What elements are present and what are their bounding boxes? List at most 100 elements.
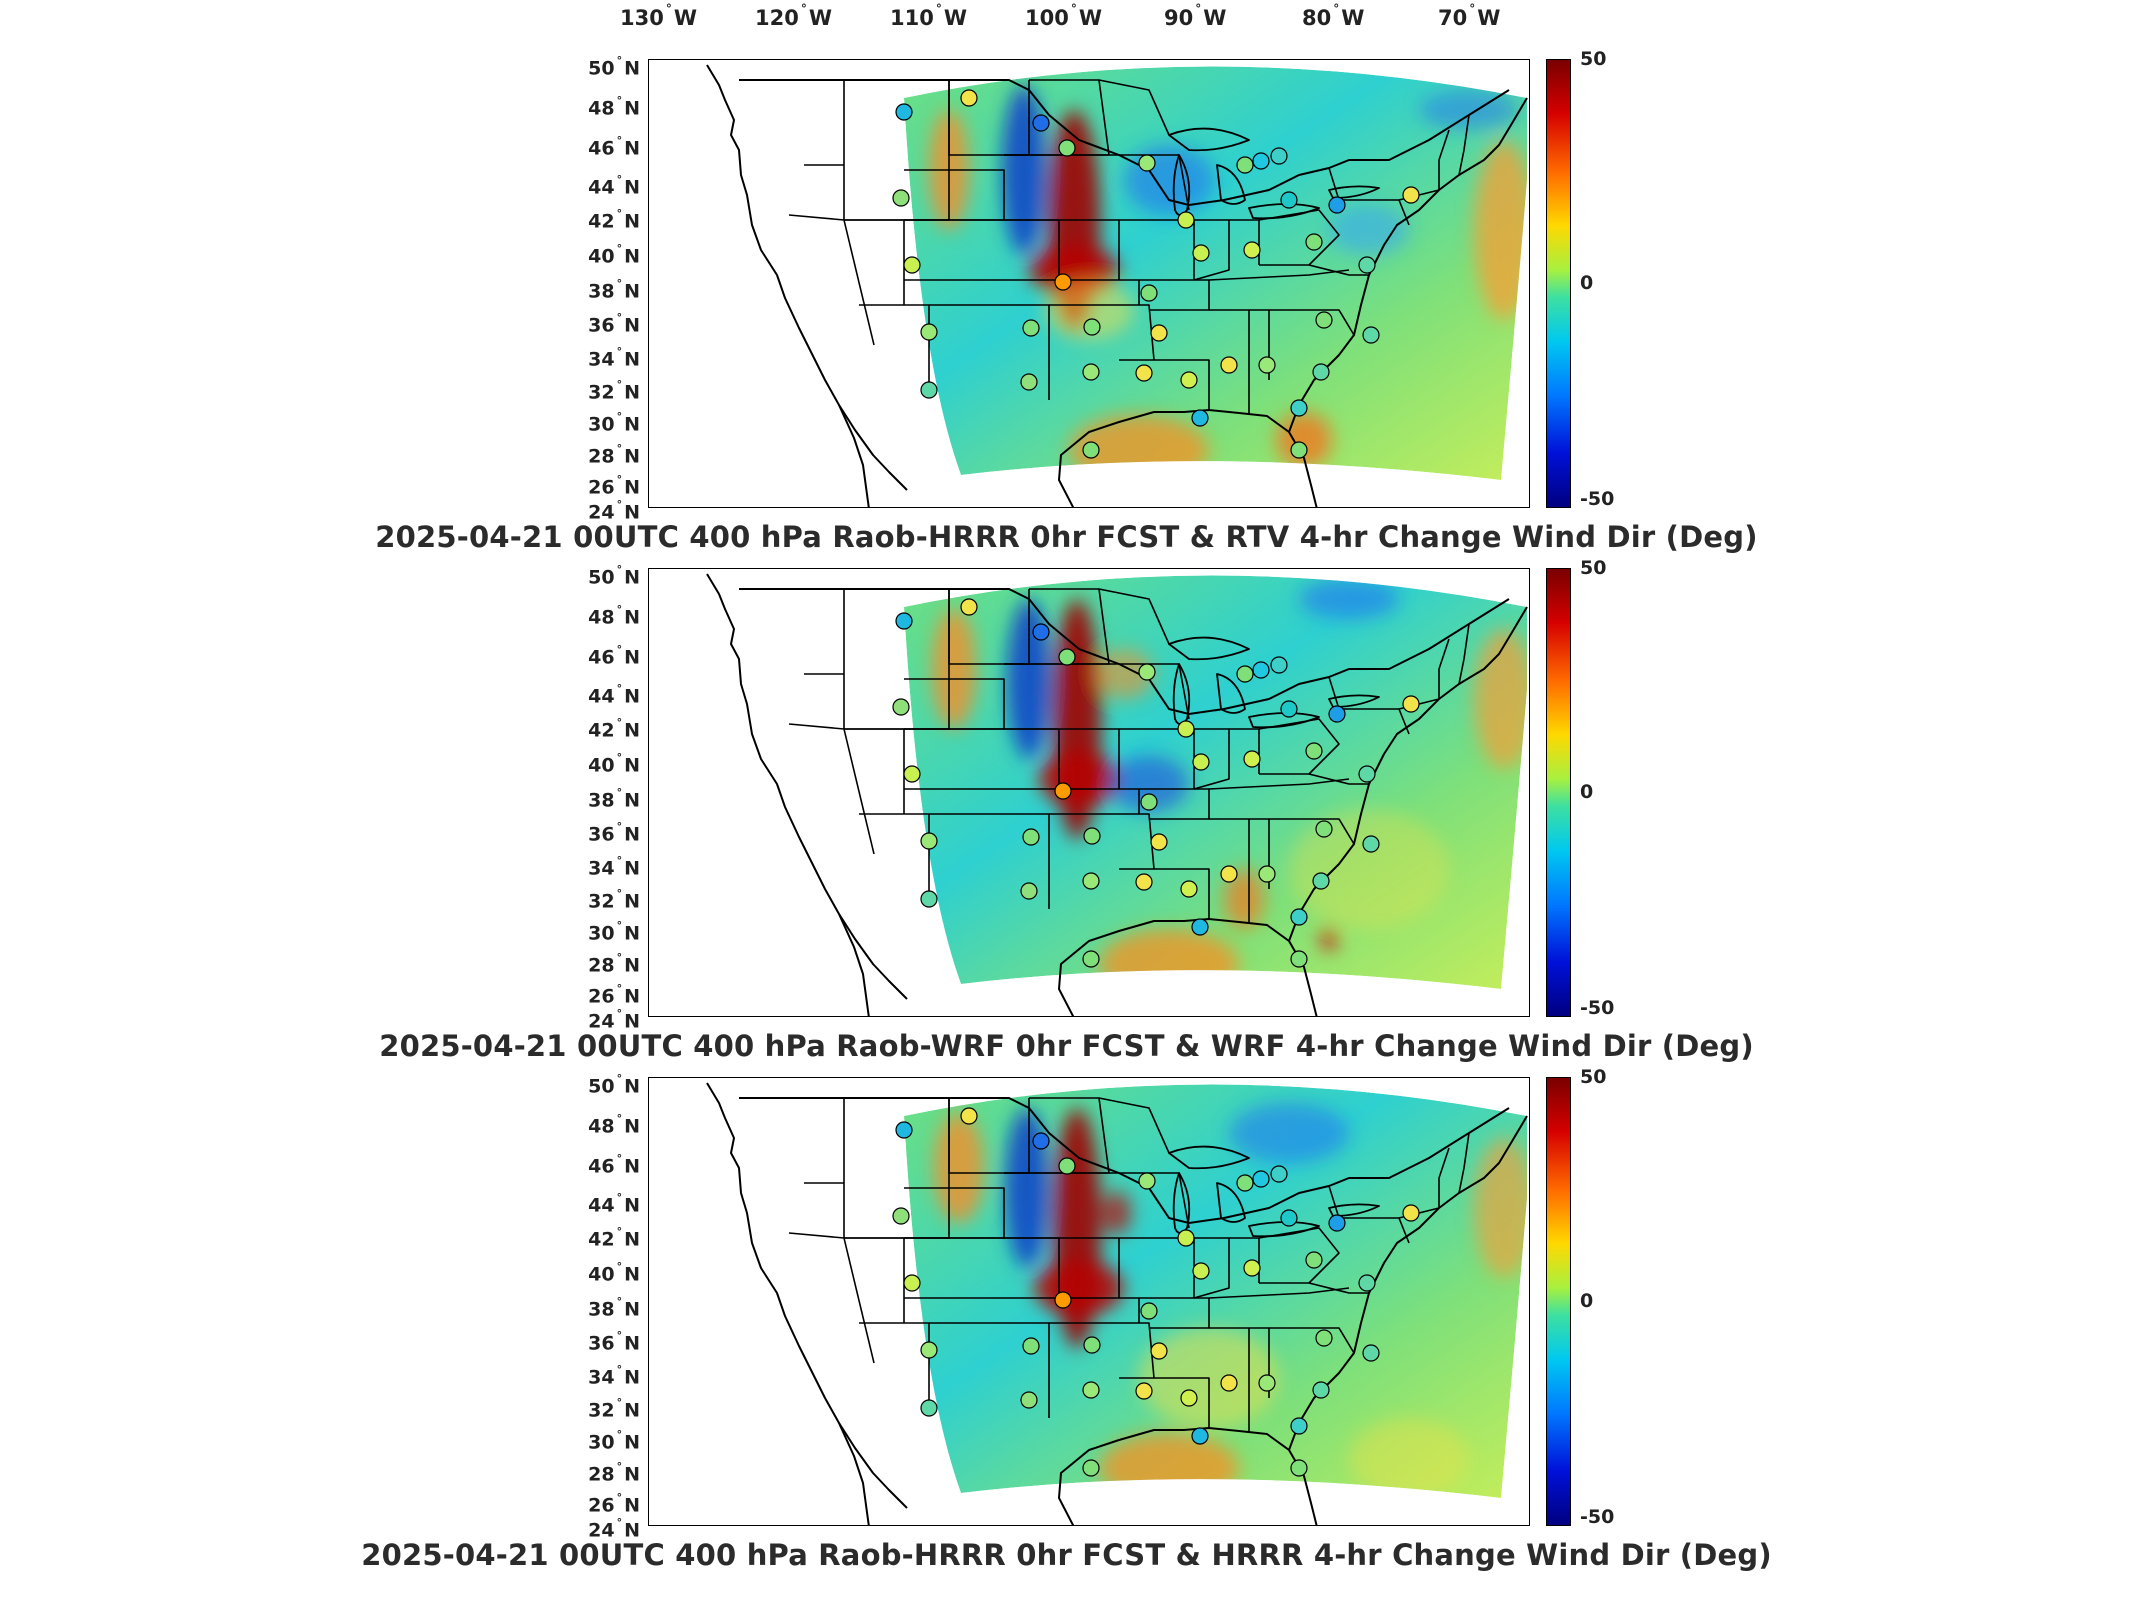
latitude-label: 42 ° N <box>560 1225 640 1249</box>
conus-map <box>706 573 1528 1016</box>
raob-station-marker <box>1192 244 1210 262</box>
latitude-degree: 38 <box>588 1298 615 1321</box>
latitude-label: 50 ° N <box>560 1072 640 1096</box>
latitude-degree: 26 <box>588 1494 615 1517</box>
degree-symbol: ° <box>616 442 623 455</box>
raob-station-marker <box>1280 700 1298 718</box>
longitude-degree: 70 <box>1438 6 1468 30</box>
raob-station-marker <box>1082 950 1100 968</box>
map-panel-1: 50 ° N 48 ° N 46 ° N 44 ° N 42 ° N 40 ° N 38 ° N 36 ° N 34 ° N 32 ° N… <box>0 48 2133 568</box>
latitude-label: 36 ° N <box>560 820 640 844</box>
raob-station-marker <box>1054 1291 1072 1309</box>
raob-station-marker <box>1032 1132 1050 1150</box>
latitude-direction: N <box>624 646 640 669</box>
latitude-degree: 28 <box>588 1463 615 1486</box>
map-frame <box>648 1077 1530 1526</box>
latitude-label: 50 ° N <box>560 563 640 587</box>
raob-station-marker <box>892 698 910 716</box>
latitude-label: 30 ° N <box>560 1428 640 1452</box>
raob-station-marker <box>1082 441 1100 459</box>
latitude-direction: N <box>624 314 640 337</box>
raob-station-marker <box>1058 139 1076 157</box>
raob-station-marker <box>1362 835 1380 853</box>
latitude-label: 42 ° N <box>560 207 640 231</box>
raob-station-marker <box>1358 765 1376 783</box>
raob-station-marker <box>1312 1381 1330 1399</box>
degree-symbol: ° <box>1195 2 1202 16</box>
latitude-label: 32 ° N <box>560 887 640 911</box>
latitude-degree: 36 <box>588 823 615 846</box>
latitude-direction: N <box>624 685 640 708</box>
longitude-degree: 130 <box>620 6 664 30</box>
raob-station-marker <box>1305 233 1323 251</box>
latitude-degree: 50 <box>588 566 615 589</box>
latitude-degree: 24 <box>588 1010 615 1033</box>
latitude-direction: N <box>624 97 640 120</box>
latitude-label: 36 ° N <box>560 1329 640 1353</box>
raob-station-marker <box>1252 152 1270 170</box>
latitude-label: 44 ° N <box>560 173 640 197</box>
latitude-label: 24 ° N <box>560 1516 640 1540</box>
latitude-label: 38 ° N <box>560 1295 640 1319</box>
colorbar-min-label: -50 <box>1580 1506 1615 1528</box>
colorbar-mid-label: 0 <box>1580 1290 1594 1312</box>
raob-station-marker <box>960 89 978 107</box>
degree-symbol: ° <box>616 473 623 486</box>
raob-station-marker <box>1328 705 1346 723</box>
raob-station-marker <box>1140 793 1158 811</box>
latitude-label: 34 ° N <box>560 345 640 369</box>
latitude-direction: N <box>624 1366 640 1389</box>
latitude-degree: 46 <box>588 137 615 160</box>
latitude-label: 48 ° N <box>560 94 640 118</box>
latitude-label: 38 ° N <box>560 277 640 301</box>
longitude-label: 110 °W <box>890 2 967 30</box>
latitude-direction: N <box>624 1332 640 1355</box>
colorbar-mid-label: 0 <box>1580 272 1594 294</box>
raob-station-marker <box>1180 1389 1198 1407</box>
degree-symbol: ° <box>616 94 623 107</box>
longitude-degree: 100 <box>1025 6 1069 30</box>
map-panel-2: 50 ° N 48 ° N 46 ° N 44 ° N 42 ° N 40 ° N 38 ° N 36 ° N 34 ° N 32 ° N… <box>0 557 2133 1077</box>
latitude-direction: N <box>624 719 640 742</box>
latitude-label: 46 ° N <box>560 643 640 667</box>
latitude-degree: 32 <box>588 1399 615 1422</box>
raob-station-marker <box>1177 720 1195 738</box>
raob-station-marker <box>1312 363 1330 381</box>
longitude-degree: 120 <box>755 6 799 30</box>
raob-station-marker <box>1022 1337 1040 1355</box>
map-panel-3: 50 ° N 48 ° N 46 ° N 44 ° N 42 ° N 40 ° N 38 ° N 36 ° N 34 ° N 32 ° N… <box>0 1066 2133 1586</box>
raob-station-marker <box>1270 656 1288 674</box>
degree-symbol: ° <box>616 134 623 147</box>
raob-station-marker <box>1032 114 1050 132</box>
raob-station-marker <box>1140 284 1158 302</box>
latitude-degree: 36 <box>588 314 615 337</box>
latitude-direction: N <box>624 1463 640 1486</box>
latitude-direction: N <box>624 245 640 268</box>
raob-station-marker <box>895 103 913 121</box>
raob-station-marker <box>1150 833 1168 851</box>
degree-symbol: ° <box>616 1329 623 1342</box>
raob-station-marker <box>1328 196 1346 214</box>
raob-station-marker <box>1258 865 1276 883</box>
latitude-direction: N <box>624 1075 640 1098</box>
raob-stations <box>892 89 1420 459</box>
latitude-degree: 42 <box>588 719 615 742</box>
latitude-label: 46 ° N <box>560 134 640 158</box>
latitude-degree: 50 <box>588 57 615 80</box>
degree-symbol: ° <box>616 643 623 656</box>
degree-symbol: ° <box>616 1491 623 1504</box>
degree-symbol: ° <box>1333 2 1340 16</box>
raob-station-marker <box>1054 782 1072 800</box>
raob-station-marker <box>920 890 938 908</box>
state-borders <box>788 79 1470 415</box>
raob-station-marker <box>1138 663 1156 681</box>
latitude-degree: 44 <box>588 1194 615 1217</box>
latitude-label: 28 ° N <box>560 442 640 466</box>
raob-station-marker <box>1312 872 1330 890</box>
raob-station-marker <box>1150 324 1168 342</box>
degree-symbol: ° <box>616 173 623 186</box>
degree-symbol: ° <box>616 603 623 616</box>
latitude-degree: 40 <box>588 1263 615 1286</box>
degree-symbol: ° <box>616 207 623 220</box>
